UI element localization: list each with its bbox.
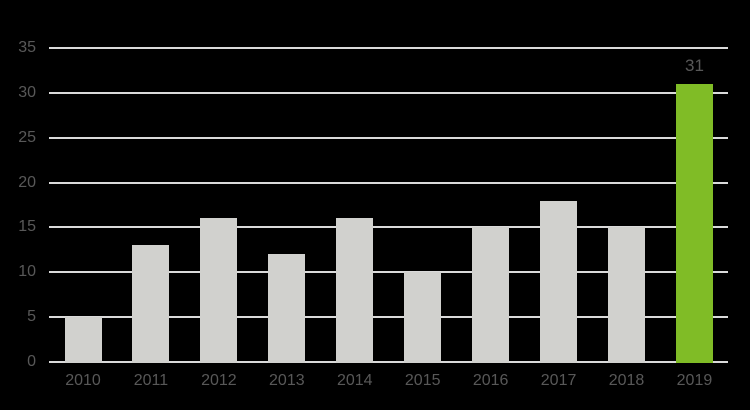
bar-2019 bbox=[675, 83, 713, 363]
x-axis-line bbox=[49, 361, 728, 363]
x-tick-label-2014: 2014 bbox=[336, 372, 373, 389]
gridline-5 bbox=[49, 316, 728, 319]
y-tick-label-35: 35 bbox=[18, 39, 36, 56]
bar-2014 bbox=[336, 218, 374, 363]
y-tick-label-30: 30 bbox=[18, 83, 36, 101]
x-tick-label-2016: 2016 bbox=[472, 372, 509, 389]
gridline-35 bbox=[49, 47, 728, 49]
x-tick-label-2013: 2013 bbox=[269, 372, 305, 389]
y-tick-label-20: 20 bbox=[18, 173, 36, 191]
x-tick-label-2017: 2017 bbox=[540, 372, 577, 389]
gridline-25 bbox=[49, 136, 728, 139]
gridline-30 bbox=[49, 91, 728, 94]
bar-2013 bbox=[268, 254, 306, 363]
y-tick-label-10: 10 bbox=[18, 263, 36, 281]
x-tick-label-2010: 2010 bbox=[65, 372, 101, 389]
gridline-10 bbox=[49, 271, 728, 274]
bar-2012 bbox=[200, 218, 238, 363]
bar-2010 bbox=[64, 317, 102, 363]
x-tick-label-2012: 2012 bbox=[201, 372, 237, 389]
bar-2016 bbox=[472, 227, 510, 363]
bar-2015 bbox=[404, 272, 442, 363]
x-tick-label-2019: 2019 bbox=[676, 372, 713, 389]
x-tick-label-2011: 2011 bbox=[133, 372, 169, 389]
y-tick-label-0: 0 bbox=[27, 353, 36, 370]
y-tick-label-15: 15 bbox=[18, 218, 36, 236]
bar-2011 bbox=[132, 245, 170, 363]
x-tick-label-2015: 2015 bbox=[404, 372, 441, 389]
gridline-20 bbox=[49, 181, 728, 184]
value-label-2019: 31 bbox=[684, 55, 704, 75]
gridline-15 bbox=[49, 226, 728, 229]
bar-2017 bbox=[540, 200, 578, 363]
bar-2018 bbox=[608, 227, 646, 363]
x-tick-label-2018: 2018 bbox=[608, 372, 645, 389]
y-tick-label-25: 25 bbox=[18, 128, 36, 146]
y-tick-label-5: 5 bbox=[27, 308, 36, 326]
